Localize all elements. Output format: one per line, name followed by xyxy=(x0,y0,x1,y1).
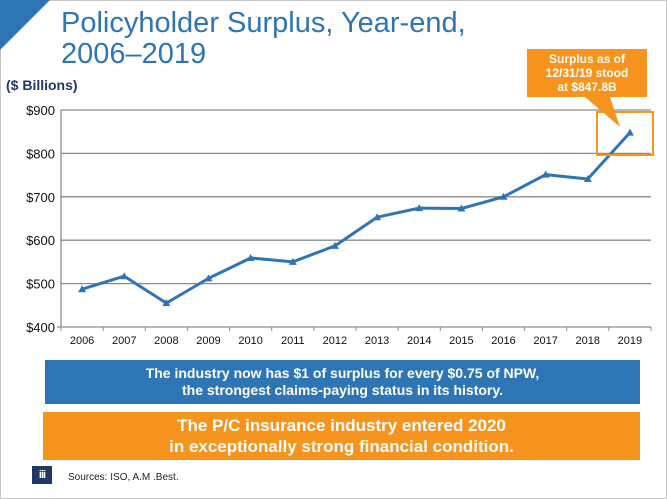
banner-line: The industry now has $1 of surplus for e… xyxy=(145,365,540,381)
x-tick-label: 2018 xyxy=(576,335,600,347)
y-tick-label: $400 xyxy=(26,320,55,335)
surplus-callout: Surplus as of 12/31/19 stood at $847.8B xyxy=(527,49,647,97)
y-tick-label: $600 xyxy=(26,233,55,248)
x-tick-label: 2019 xyxy=(618,335,642,347)
data-point-marker xyxy=(415,204,424,212)
x-tick-label: 2016 xyxy=(491,335,515,347)
data-point-marker xyxy=(246,253,255,261)
banner-line: The P/C insurance industry entered 2020 xyxy=(177,416,506,435)
data-point-marker xyxy=(78,285,87,293)
x-tick-label: 2013 xyxy=(365,335,389,347)
callout-line: 12/31/19 stood xyxy=(545,66,629,80)
y-tick-label: $500 xyxy=(26,277,55,292)
sources-note: Sources: ISO, A.M .Best. xyxy=(68,472,179,483)
y-tick-label: $800 xyxy=(26,146,55,161)
data-point-marker xyxy=(541,170,550,178)
corner-accent xyxy=(0,0,50,50)
title-line-2: 2006–2019 xyxy=(61,38,207,70)
data-point-marker xyxy=(204,274,213,282)
highlight-box xyxy=(596,111,654,156)
data-point-marker xyxy=(457,204,466,212)
series-line xyxy=(81,131,632,305)
data-point-marker xyxy=(330,241,339,249)
data-point-marker xyxy=(583,175,592,183)
x-tick-label: 2007 xyxy=(112,335,136,347)
y-tick-label: $700 xyxy=(26,190,55,205)
financial-condition-banner: The P/C insurance industry entered 2020 … xyxy=(43,412,640,460)
x-tick-label: 2017 xyxy=(533,335,557,347)
banner-line: in exceptionally strong financial condit… xyxy=(169,437,514,456)
line-chart: $400 $500 $600 $700 $800 $900 2006 2007 2008 200… xyxy=(26,97,654,347)
data-point-marker xyxy=(625,128,634,136)
title-line-1: Policyholder Surplus, Year-end, xyxy=(61,7,466,39)
page-title: Policyholder Surplus, Year-end, 2006–201… xyxy=(61,8,466,70)
data-point-marker xyxy=(120,272,129,280)
x-tick-label: 2014 xyxy=(407,335,431,347)
callout-pointer xyxy=(585,97,620,127)
data-point-marker xyxy=(373,213,382,221)
x-tick-label: 2008 xyxy=(154,335,178,347)
x-tick-label: 2009 xyxy=(196,335,220,347)
npw-ratio-banner: The industry now has $1 of surplus for e… xyxy=(45,360,640,404)
callout-line: Surplus as of xyxy=(548,52,625,66)
x-tick-label: 2011 xyxy=(281,335,305,347)
data-point-marker xyxy=(499,192,508,200)
x-tick-label: 2006 xyxy=(70,335,94,347)
data-point-marker xyxy=(162,299,171,307)
callout-line: at $847.8B xyxy=(557,80,617,94)
y-axis-units-label: ($ Billions) xyxy=(6,77,78,93)
banner-line: the strongest claims-paying status in it… xyxy=(181,382,504,398)
data-point-marker xyxy=(288,257,297,265)
y-tick-label: $900 xyxy=(26,103,55,118)
x-tick-label: 2012 xyxy=(323,335,347,347)
x-tick-label: 2010 xyxy=(238,335,262,347)
iii-logo: iii xyxy=(32,466,52,484)
x-tick-label: 2015 xyxy=(449,335,473,347)
